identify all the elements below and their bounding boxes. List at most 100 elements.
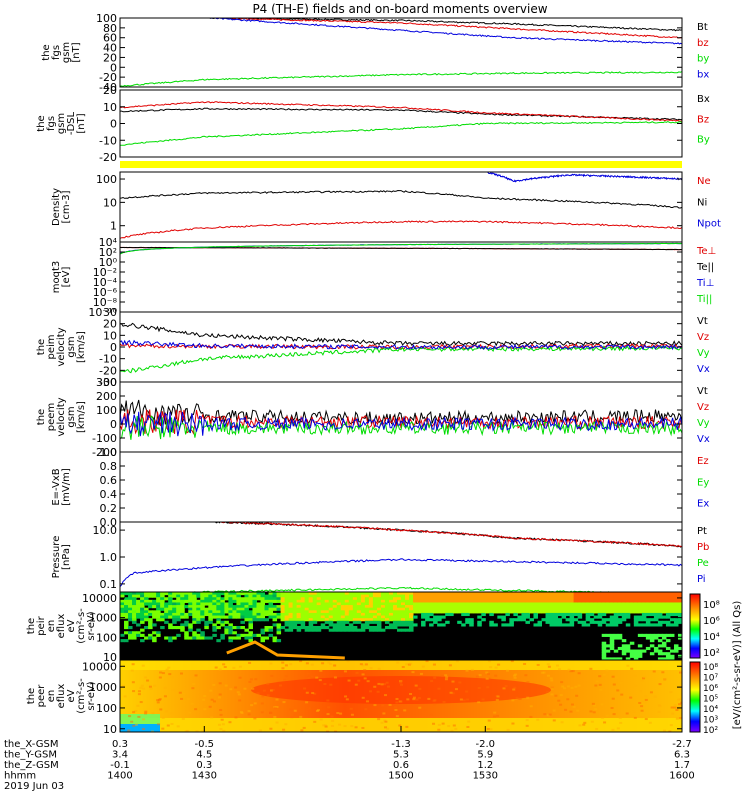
- spec-cell: [593, 620, 599, 624]
- spec-cell: [445, 597, 450, 601]
- spec-cell: [621, 615, 627, 619]
- spec-speckle: [594, 684, 598, 687]
- spec-cell: [240, 592, 245, 596]
- spec-cell: [501, 602, 506, 606]
- spec-cell: [573, 592, 579, 596]
- spec-cell: [216, 592, 221, 596]
- spec-speckle: [447, 725, 451, 728]
- spec-cell: [352, 628, 358, 632]
- spec-speckle: [445, 676, 449, 679]
- spec-cell: [561, 607, 567, 611]
- spec-cell: [260, 628, 266, 632]
- spec-cell: [629, 607, 635, 611]
- spec-cell: [140, 602, 145, 606]
- colorbar-bottom-tick: 10⁵: [703, 695, 718, 705]
- spec-cell: [489, 602, 494, 606]
- spec-cell: [549, 597, 555, 601]
- spec-cell: [268, 626, 274, 630]
- spec-cell: [557, 597, 563, 601]
- spec-cell: [288, 594, 294, 598]
- spec-cell: [541, 610, 547, 614]
- spec-cell: [264, 594, 270, 598]
- spec-cell: [280, 594, 286, 598]
- ytick-label: 10: [103, 101, 117, 114]
- spec-speckle: [247, 713, 251, 716]
- spec-speckle: [284, 723, 288, 726]
- spec-cell: [425, 594, 430, 598]
- spec-cell: [633, 599, 639, 603]
- spec-cell: [312, 597, 318, 601]
- spec-cell: [553, 592, 559, 596]
- ytick-label: 0.0: [100, 516, 118, 529]
- spec-cell: [208, 607, 213, 611]
- spec-cell: [144, 594, 149, 598]
- spec-cell: [429, 599, 434, 603]
- spec-cell: [525, 605, 530, 609]
- spec-cell: [481, 612, 486, 617]
- spec-cell: [557, 594, 563, 598]
- spec-cell: [360, 626, 366, 630]
- ylabel-text: gsm: [66, 406, 77, 427]
- xtick-label: 0.3: [196, 760, 212, 771]
- spec-cell: [320, 605, 326, 609]
- spec-cell: [649, 636, 655, 640]
- spec-cell: [220, 623, 225, 627]
- spec-cell: [569, 592, 575, 596]
- spec-cell: [212, 592, 217, 596]
- spec-cell: [669, 605, 675, 609]
- spec-cell: [380, 615, 386, 619]
- spec-speckle: [594, 708, 598, 711]
- spec-cell: [272, 594, 278, 598]
- spec-cell: [677, 620, 682, 624]
- ytick-label: -20: [99, 364, 117, 377]
- spec-cell: [348, 628, 354, 632]
- spec-cell: [557, 602, 563, 606]
- spec-cell: [192, 612, 197, 617]
- spec-cell: [284, 597, 290, 601]
- spec-cell: [561, 610, 567, 614]
- spec-cell: [192, 618, 197, 622]
- spec-speckle: [611, 697, 615, 700]
- spec-speckle: [300, 729, 304, 732]
- spec-cell: [148, 605, 153, 609]
- legend-Ez: Ez: [697, 456, 709, 467]
- spec-cell: [128, 610, 133, 614]
- spec-cell: [673, 599, 679, 603]
- series-line-Pe: [185, 586, 633, 592]
- spec-cell: [585, 612, 591, 617]
- spec-speckle: [628, 704, 632, 707]
- spec-cell: [340, 594, 346, 598]
- spec-cell: [316, 612, 322, 617]
- spec-cell: [677, 654, 682, 658]
- spec-cell: [120, 610, 125, 614]
- spec-cell: [653, 636, 659, 640]
- spec-speckle: [432, 722, 436, 725]
- spec-cell: [224, 620, 229, 624]
- spec-speckle: [249, 678, 253, 681]
- ytick-label: 10⁻¹⁰: [88, 306, 117, 319]
- spec-cell: [613, 615, 619, 619]
- spec-cell: [677, 612, 682, 617]
- spec-speckle: [546, 690, 550, 693]
- ytick-label: 0.8: [100, 460, 118, 473]
- spec-cell: [268, 605, 274, 609]
- spec-cell: [489, 594, 494, 598]
- spec-cell: [324, 599, 330, 603]
- spec-cell: [489, 597, 494, 601]
- spec-cell: [573, 597, 579, 601]
- spec-cell: [284, 605, 290, 609]
- spec-cell: [176, 602, 181, 606]
- ylabel-text: [cm-3]: [61, 190, 72, 223]
- spec-cell: [300, 594, 306, 598]
- spec-cell: [164, 605, 169, 609]
- spec-cell: [172, 615, 177, 619]
- spec-cell: [176, 597, 181, 601]
- spec-cell: [284, 610, 290, 614]
- spec-speckle: [354, 683, 358, 686]
- panel-frame: [119, 451, 683, 523]
- spec-speckle: [625, 712, 629, 715]
- spec-cell: [124, 631, 129, 635]
- spec-speckle: [554, 694, 558, 697]
- spec-cell: [388, 612, 394, 617]
